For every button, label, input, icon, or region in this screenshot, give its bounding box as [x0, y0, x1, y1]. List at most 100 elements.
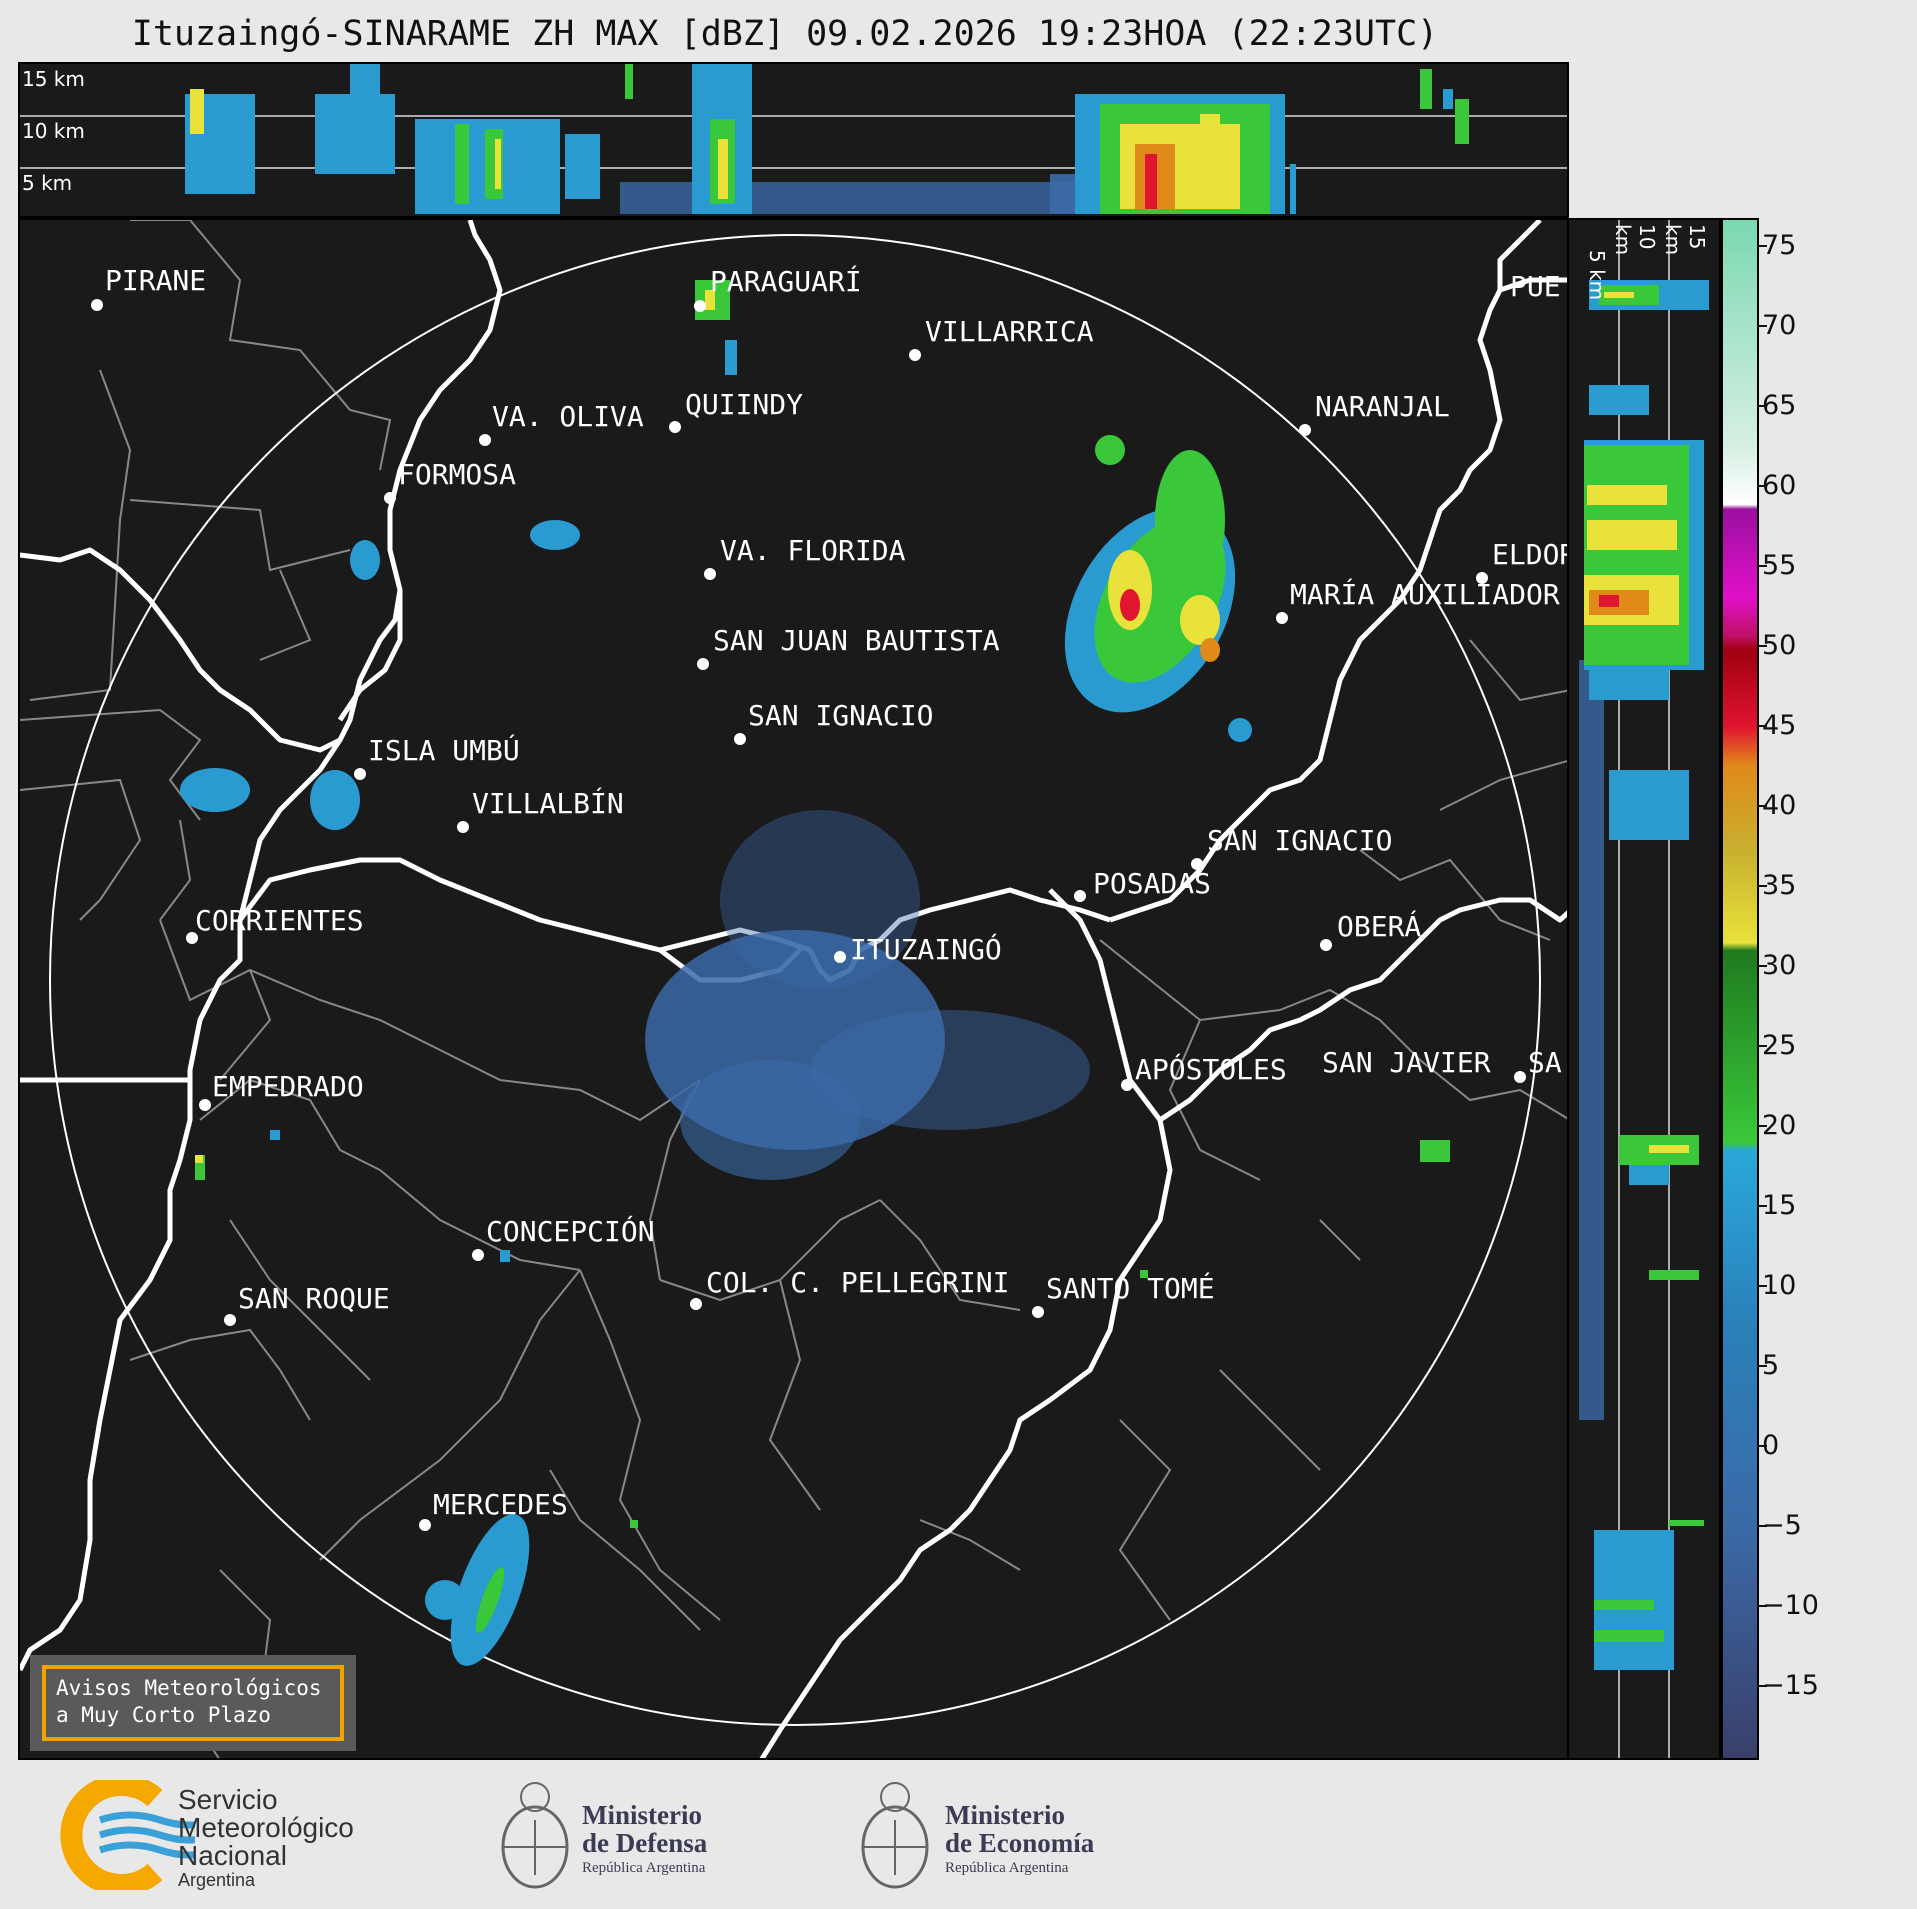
tickmark	[1759, 1445, 1767, 1447]
tickmark	[1759, 885, 1767, 887]
city-label-san-juan-bautista: SAN JUAN BAUTISTA	[713, 624, 1000, 657]
dbz-colorbar-svg	[1723, 220, 1757, 1758]
defensa-line-2: de Defensa	[582, 1828, 708, 1858]
tickmark	[1759, 325, 1767, 327]
cb-tick-minus15: −15	[1762, 1670, 1819, 1701]
cb-tick-40: 40	[1762, 790, 1797, 821]
tickmark	[1759, 1045, 1767, 1047]
defensa-line-3: República Argentina	[582, 1860, 706, 1876]
range-ring	[49, 234, 1541, 1726]
tickmark	[1759, 565, 1767, 567]
tickmark	[1759, 725, 1767, 727]
city-label-concepcion: CONCEPCIÓN	[486, 1215, 655, 1248]
city-label-san-ignacio-py: SAN IGNACIO	[748, 699, 934, 732]
city-label-naranjal: NARANJAL	[1315, 390, 1450, 423]
city-label-empedrado: EMPEDRADO	[212, 1070, 364, 1103]
radar-map-svg	[20, 220, 1567, 1758]
smn-line-1: Servicio	[178, 1784, 278, 1815]
tickmark	[1759, 1125, 1767, 1127]
cb-tick-minus10: −10	[1762, 1590, 1819, 1621]
smn-line-4: Argentina	[178, 1870, 256, 1890]
city-label-posadas: POSADAS	[1093, 867, 1212, 900]
city-label-obera: OBERÁ	[1337, 910, 1422, 943]
cb-tick-0: 0	[1762, 1430, 1780, 1461]
cb-tick-75: 75	[1762, 230, 1797, 261]
city-label-quiindy: QUIINDY	[685, 388, 804, 421]
tickmark	[1759, 245, 1767, 247]
side-level-10km: 10 km	[1611, 224, 1659, 256]
city-label-apostoles: APÓSTOLES	[1135, 1053, 1287, 1086]
notice-inner: Avisos Meteorológicos a Muy Corto Plazo	[42, 1665, 344, 1741]
city-label-va-florida: VA. FLORIDA	[720, 534, 906, 567]
smn-line-3: Nacional	[178, 1840, 287, 1871]
defensa-coat-of-arms-icon	[501, 1782, 569, 1889]
tickmark	[1759, 1205, 1767, 1207]
city-label-puerto: PUE	[1510, 270, 1561, 303]
city-label-ituzaingo: ITUZAINGÓ	[850, 933, 1002, 966]
top-cross-section-svg	[20, 64, 1567, 214]
city-label-va-oliva: VA. OLIVA	[492, 400, 644, 433]
city-label-mercedes: MERCEDES	[433, 1488, 568, 1521]
city-label-villalbin: VILLALBÍN	[472, 787, 624, 820]
top-level-10km: 10 km	[22, 119, 85, 143]
city-label-santo-tome: SANTO TOMÉ	[1046, 1272, 1215, 1305]
cb-tick-70: 70	[1762, 310, 1797, 341]
top-level-5km: 5 km	[22, 171, 73, 195]
tickmark	[1759, 1285, 1767, 1287]
dbz-colorbar	[1721, 218, 1759, 1760]
side-cross-section-svg	[1579, 220, 1709, 1758]
tickmark	[1759, 485, 1767, 487]
radar-map-panel: PIRANE PARAGUARÍ VILLARRICA VA. OLIVA QU…	[18, 218, 1569, 1760]
cb-tick-15: 15	[1762, 1190, 1797, 1221]
notice-line-2: a Muy Corto Plazo	[56, 1703, 271, 1727]
side-echoes	[1579, 280, 1709, 1670]
cb-tick-10: 10	[1762, 1270, 1797, 1301]
cb-tick-60: 60	[1762, 470, 1797, 501]
city-label-maria-auxiliadora: MARÍA AUXILIADOR	[1290, 578, 1560, 611]
side-level-15km: 15 km	[1661, 224, 1709, 256]
tickmark	[1759, 1685, 1767, 1687]
city-label-villarrica: VILLARRICA	[925, 315, 1094, 348]
tickmark	[1759, 405, 1767, 407]
cb-tick-minus5: −5	[1762, 1510, 1802, 1541]
cb-tick-45: 45	[1762, 710, 1797, 741]
city-label-sa: SA	[1528, 1046, 1562, 1079]
city-label-formosa: FORMOSA	[398, 458, 517, 491]
economia-coat-of-arms-icon	[861, 1782, 929, 1889]
tickmark	[1759, 1605, 1767, 1607]
side-cross-section-panel: 5 km 10 km 15 km	[1569, 218, 1721, 1760]
cb-tick-30: 30	[1762, 950, 1797, 981]
city-label-isla-umbu: ISLA UMBÚ	[368, 734, 520, 767]
cb-tick-65: 65	[1762, 390, 1797, 421]
city-label-corrientes: CORRIENTES	[195, 904, 364, 937]
cb-tick-20: 20	[1762, 1110, 1797, 1141]
tickmark	[1759, 1365, 1767, 1367]
city-label-paraguari: PARAGUARÍ	[710, 265, 862, 298]
city-label-pirane: PIRANE	[105, 264, 207, 297]
notice-line-1: Avisos Meteorológicos	[56, 1676, 322, 1700]
defensa-line-1: Ministerio	[582, 1800, 702, 1830]
city-label-san-ignacio-ar: SAN IGNACIO	[1207, 824, 1393, 857]
economia-line-2: de Economía	[945, 1828, 1095, 1858]
city-label-col-pellegrini: COL. C. PELLEGRINI	[706, 1266, 1010, 1299]
cb-tick-5: 5	[1762, 1350, 1780, 1381]
tickmark	[1759, 965, 1767, 967]
chart-title: Ituzaingó-SINARAME ZH MAX [dBZ] 09.02.20…	[131, 14, 1439, 54]
cb-tick-55: 55	[1762, 550, 1797, 581]
cb-tick-50: 50	[1762, 630, 1797, 661]
city-markers	[91, 299, 1526, 1531]
tickmark	[1759, 1525, 1767, 1527]
economia-line-3: República Argentina	[945, 1860, 1069, 1876]
smn-line-2: Meteorológico	[178, 1812, 354, 1843]
top-echoes	[185, 64, 1469, 214]
top-cross-section-panel: 15 km 10 km 5 km	[18, 62, 1569, 218]
cb-tick-25: 25	[1762, 1030, 1797, 1061]
tickmark	[1759, 645, 1767, 647]
cb-tick-35: 35	[1762, 870, 1797, 901]
economia-line-1: Ministerio	[945, 1800, 1065, 1830]
notice-box: Avisos Meteorológicos a Muy Corto Plazo	[30, 1655, 356, 1751]
smn-logo-icon	[60, 1780, 195, 1890]
rivers-borders	[20, 220, 1567, 1758]
radar-echoes	[180, 280, 1450, 1666]
tickmark	[1759, 805, 1767, 807]
